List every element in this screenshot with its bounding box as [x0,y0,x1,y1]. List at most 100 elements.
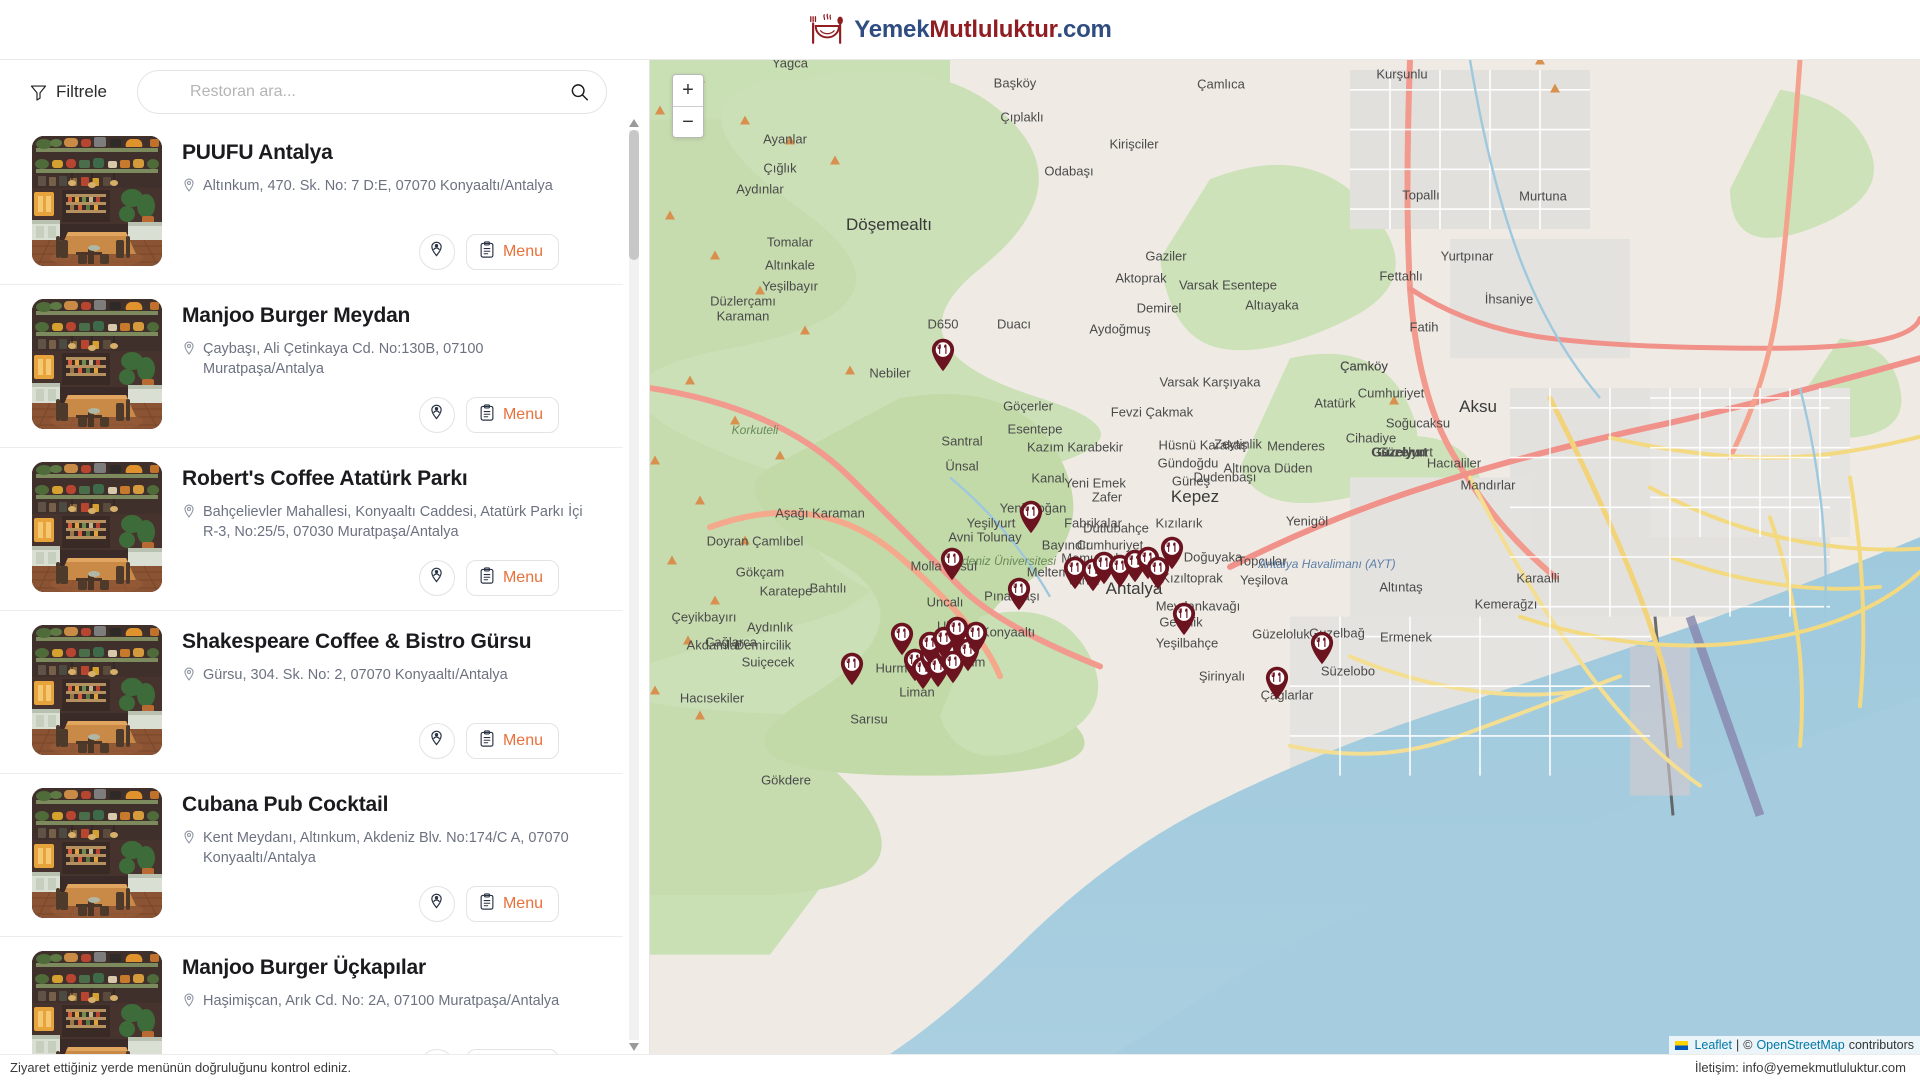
restaurant-fork-knife-pin [945,616,969,650]
restaurant-card[interactable]: PUUFU Antalya Altınkum, 470. Sk. No: 7 D… [0,122,623,285]
restaurant-card[interactable]: Cubana Pub Cocktail Kent Meydanı, Altınk… [0,774,623,937]
map-peak-marker-icon [654,105,665,115]
restaurant-address: Çaybaşı, Ali Çetinkaya Cd. No:130B, 0710… [203,341,484,378]
menu-button-label: Menu [502,406,543,423]
map-restaurant-marker[interactable] [940,650,966,684]
location-pin-icon [184,504,194,518]
search-input[interactable] [137,70,608,114]
zoom-in-button[interactable]: + [673,75,703,106]
restaurant-card[interactable]: Shakespeare Coffee & Bistro Gürsu Gürsu,… [0,611,623,774]
location-pin-icon [182,339,196,361]
map-restaurant-marker[interactable] [1309,631,1335,665]
map-peak-marker-icon [1535,60,1545,65]
scroll-up-arrow-icon[interactable] [627,116,641,130]
filter-button[interactable]: Filtrele [28,78,109,106]
map-restaurant-marker[interactable] [1171,602,1197,636]
footer-contact: İletişim: info@yemekmutluluktur.com [1694,1060,1906,1075]
restaurant-fork-knife-pin [941,650,965,684]
restaurant-thumbnail[interactable] [32,951,162,1054]
view-menu-button[interactable]: Menu [465,234,559,270]
restaurant-actions: Menu [182,886,601,922]
map-peak-marker-icon [740,115,750,125]
clipboard-list-icon [479,240,495,264]
map-peak-marker-icon [730,415,740,425]
locate-on-map-button[interactable] [418,723,455,759]
restaurant-thumbnail[interactable] [32,462,162,592]
restaurant-fork-knife-pin [1063,556,1087,590]
restaurant-card[interactable]: Manjoo Burger Meydan Çaybaşı, Ali Çetink… [0,285,623,448]
view-menu-button[interactable]: Menu [465,560,559,596]
restaurant-fork-knife-pin [1310,631,1334,665]
locate-on-map-button[interactable] [418,397,455,433]
restaurant-thumbnail[interactable] [32,788,162,918]
sidebar-scrollbar[interactable] [627,116,641,1054]
restaurant-card[interactable]: Robert's Coffee Atatürk Parkı Bahçelievl… [0,448,623,611]
restaurant-address-row: Bahçelievler Mahallesi, Konyaaltı Caddes… [182,502,601,543]
map-user-pin-icon [431,241,443,257]
restaurant-list[interactable]: PUUFU Antalya Altınkum, 470. Sk. No: 7 D… [0,122,649,1054]
view-menu-button[interactable]: Menu [465,723,559,759]
site-header: YemekMutluluktur.com [0,0,1920,60]
map-restaurant-marker[interactable] [1062,556,1088,590]
page-title: YemekMutluluktur.com [854,16,1112,44]
restaurant-thumbnail[interactable] [32,299,162,429]
restaurant-card[interactable]: Manjoo Burger Üçkapılar Haşimişcan, Arık… [0,937,623,1054]
location-pin-icon [182,502,196,524]
view-menu-button[interactable]: Menu [465,397,559,433]
restaurant-name: Manjoo Burger Üçkapılar [182,956,426,979]
map-peak-marker-icon [775,450,785,460]
locate-on-map-button[interactable] [418,560,455,596]
map-peak-marker-icon [1550,83,1560,93]
map-restaurant-marker[interactable] [889,622,915,656]
restaurant-thumbnail[interactable] [32,625,162,755]
map-user-pin-icon [431,567,443,583]
restaurant-info: PUUFU Antalya Altınkum, 470. Sk. No: 7 D… [182,136,601,270]
locate-on-map-button[interactable] [418,886,455,922]
map-peak-marker-icon [665,210,675,220]
map-user-pin-icon [431,404,443,420]
locate-on-map-button[interactable] [418,234,455,270]
attribution-separator: | [1735,1038,1740,1052]
restaurant-fork-knife-pin [840,652,864,686]
menu-button-label: Menu [502,732,543,749]
restaurant-name: Manjoo Burger Meydan [182,304,411,327]
menu-button-label: Menu [502,243,543,260]
map-restaurant-marker[interactable] [944,616,970,650]
map-peak-marker-icon [666,555,677,565]
restaurant-info: Cubana Pub Cocktail Kent Meydanı, Altınk… [182,788,601,922]
location-pin-icon [184,993,194,1007]
scroll-down-arrow-icon[interactable] [627,1040,641,1054]
scrollbar-track[interactable] [629,130,639,1040]
map-zoom-controls[interactable]: + − [672,74,704,138]
map-user-pin-icon [428,567,445,589]
brand-logo-link[interactable]: YemekMutluluktur.com [808,13,1112,47]
map-restaurant-marker[interactable] [930,338,956,372]
view-menu-button[interactable]: Menu [465,886,559,922]
location-pin-icon [182,176,196,198]
menu-button-label: Menu [502,895,543,912]
map-restaurant-marker[interactable] [1006,577,1032,611]
restaurant-fork-knife-pin [890,622,914,656]
map-restaurant-marker[interactable] [963,621,989,655]
openstreetmap-link[interactable]: OpenStreetMap [1756,1038,1845,1052]
zoom-out-button[interactable]: − [673,106,703,137]
restaurant-thumbnail[interactable] [32,136,162,266]
map-restaurant-marker[interactable] [1091,551,1117,585]
map-restaurant-marker[interactable] [1159,536,1185,570]
map-restaurant-marker[interactable] [1264,666,1290,700]
scrollbar-thumb[interactable] [629,130,639,260]
attribution-contributors: contributors [1848,1038,1914,1052]
leaflet-link[interactable]: Leaflet [1694,1038,1732,1052]
restaurant-fork-knife-pin [964,621,988,655]
restaurant-address-row: Haşimişcan, Arık Cd. No: 2A, 07100 Murat… [182,991,601,1013]
search-icon[interactable] [570,83,589,102]
location-pin-icon [184,341,194,355]
map-restaurant-marker[interactable] [1145,556,1171,590]
restaurant-name: Cubana Pub Cocktail [182,793,389,816]
map-restaurant-marker[interactable] [1018,500,1044,534]
restaurant-name: Robert's Coffee Atatürk Parkı [182,467,468,490]
map-restaurant-marker[interactable] [839,652,865,686]
leaflet-map[interactable]: Yağca Ayanlar Çığlık Aydınlar Başköy Çıplaklı… [650,60,1920,1054]
map-restaurant-marker[interactable] [939,547,965,581]
